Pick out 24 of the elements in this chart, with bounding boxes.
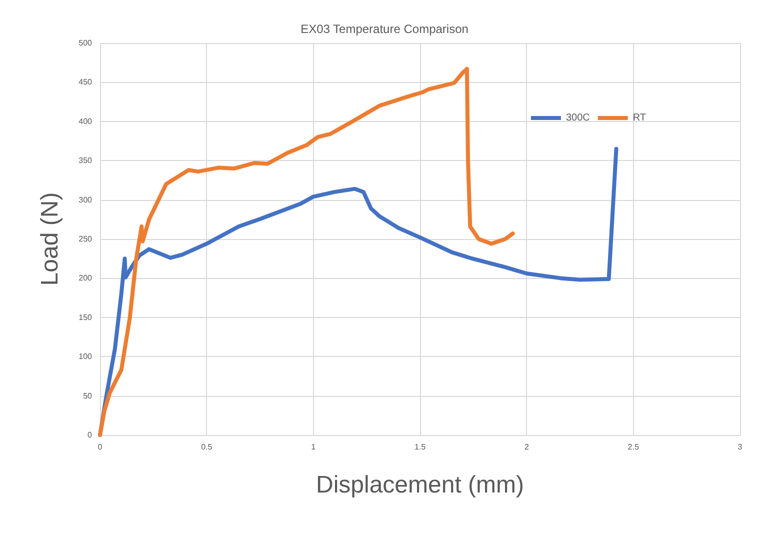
y-tick-label: 100 bbox=[78, 352, 93, 362]
x-tick-label: 3 bbox=[738, 442, 743, 452]
x-axis-title: Displacement (mm) bbox=[316, 472, 524, 498]
x-tick-label: 2 bbox=[524, 442, 530, 452]
y-tick-label: 350 bbox=[78, 156, 93, 166]
chart-title: EX03 Temperature Comparison bbox=[300, 22, 468, 36]
y-tick-label: 0 bbox=[88, 430, 93, 440]
x-tick-label: 1 bbox=[311, 442, 316, 452]
x-tick-label: 0 bbox=[98, 442, 103, 452]
legend-label: 300C bbox=[566, 112, 590, 124]
y-tick-label: 300 bbox=[78, 195, 93, 204]
y-tick-label: 400 bbox=[78, 116, 93, 126]
y-tick-label: 250 bbox=[78, 234, 93, 244]
y-tick-label: 200 bbox=[78, 274, 93, 283]
y-tick-label: 500 bbox=[78, 38, 93, 48]
line-series bbox=[98, 66, 515, 437]
x-tick-label: 2.5 bbox=[628, 442, 640, 452]
x-tick-label: 0.5 bbox=[201, 442, 213, 452]
y-axis-title: Load (N) bbox=[36, 192, 64, 286]
y-tick-label: 450 bbox=[78, 78, 93, 87]
y-tick-label: 50 bbox=[83, 391, 93, 400]
legend-label: RT bbox=[632, 112, 646, 124]
x-tick-label: 1.5 bbox=[414, 442, 426, 452]
y-tick-label: 150 bbox=[78, 312, 93, 322]
